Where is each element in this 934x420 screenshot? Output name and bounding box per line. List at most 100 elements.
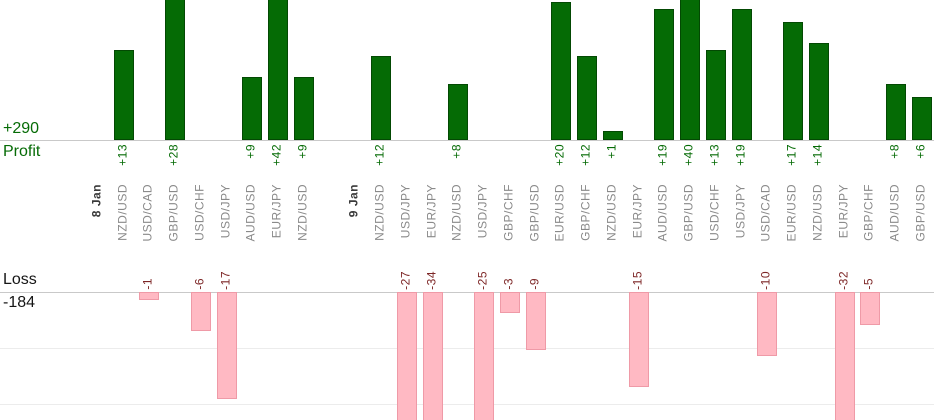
trade-column: AUD/USD +8 — [882, 0, 908, 420]
loss-bar[interactable] — [860, 292, 881, 325]
profit-bar[interactable] — [113, 50, 134, 140]
loss-bar[interactable] — [834, 292, 855, 420]
symbol-label: EUR/JPY — [424, 184, 439, 239]
trade-column: NZD/USD +13 — [110, 0, 136, 420]
loss-bar[interactable] — [190, 292, 211, 331]
loss-value-label: -32 — [836, 271, 851, 290]
trade-column: USD/JPY -27 — [393, 0, 419, 420]
profit-bar[interactable] — [654, 9, 675, 140]
trade-column: AUD/USD +19 — [651, 0, 677, 420]
profit-bar[interactable] — [680, 0, 701, 140]
trade-column: USD/CHF -6 — [187, 0, 213, 420]
trade-column: EUR/JPY -34 — [419, 0, 445, 420]
gridline — [0, 404, 934, 405]
profit-total: +290 — [3, 120, 40, 137]
trade-column: AUD/USD +9 — [239, 0, 265, 420]
loss-value-label: -34 — [424, 271, 439, 290]
profit-bar[interactable] — [293, 77, 314, 140]
trade-column: EUR/JPY -15 — [625, 0, 651, 420]
profit-value-label: +19 — [733, 144, 748, 166]
trade-column: GBP/CHF +12 — [573, 0, 599, 420]
profit-bar[interactable] — [448, 84, 469, 140]
profit-bar[interactable] — [371, 56, 392, 140]
trade-column: GBP/CHF -3 — [496, 0, 522, 420]
loss-value-label: -5 — [861, 278, 876, 290]
symbol-label: GBP/USD — [913, 184, 928, 242]
loss-value-label: -9 — [527, 278, 542, 290]
profit-value-label: +8 — [887, 144, 902, 159]
loss-bar[interactable] — [396, 292, 417, 420]
profit-value-label: +20 — [552, 144, 567, 166]
symbol-label: NZD/USD — [604, 184, 619, 241]
profit-bar[interactable] — [783, 22, 804, 140]
loss-value-label: -15 — [630, 271, 645, 290]
trade-column: USD/CAD -10 — [754, 0, 780, 420]
symbol-label: USD/CHF — [707, 184, 722, 241]
profit-bar[interactable] — [165, 0, 186, 140]
loss-value-label: -17 — [218, 271, 233, 290]
gridline — [0, 348, 934, 349]
loss-bar[interactable] — [422, 292, 443, 420]
trade-column: NZD/USD +12 — [367, 0, 393, 420]
loss-bar[interactable] — [139, 292, 160, 300]
symbol-label: GBP/USD — [681, 184, 696, 242]
profit-value-label: +1 — [604, 144, 619, 159]
profit-bar[interactable] — [577, 56, 598, 140]
symbol-label: NZD/USD — [449, 184, 464, 241]
date-column: 9 Jan — [342, 0, 368, 420]
symbol-label: GBP/CHF — [501, 184, 516, 241]
profit-value-label: +14 — [810, 144, 825, 166]
profit-bar[interactable] — [551, 2, 572, 140]
symbol-label: EUR/JPY — [269, 184, 284, 239]
profit-value-label: +19 — [655, 144, 670, 166]
profit-bar[interactable] — [268, 0, 289, 140]
symbol-label: EUR/JPY — [630, 184, 645, 239]
profit-bar[interactable] — [886, 84, 907, 140]
symbol-label: USD/CHF — [192, 184, 207, 241]
trade-column: GBP/CHF -5 — [857, 0, 883, 420]
loss-bar[interactable] — [525, 292, 546, 350]
loss-bar[interactable] — [474, 292, 495, 420]
symbol-label: NZD/USD — [372, 184, 387, 241]
trade-column: USD/CHF +13 — [702, 0, 728, 420]
profit-value-label: +8 — [449, 144, 464, 159]
symbol-label: USD/JPY — [475, 184, 490, 239]
loss-value-label: -27 — [398, 271, 413, 290]
profit-bar[interactable] — [911, 97, 932, 140]
profit-bar[interactable] — [731, 9, 752, 140]
profit-value-label: +28 — [166, 144, 181, 166]
loss-bar[interactable] — [216, 292, 237, 399]
trade-column: USD/JPY +19 — [728, 0, 754, 420]
date-label: 9 Jan — [346, 184, 361, 218]
symbol-label: AUD/USD — [243, 184, 258, 242]
loss-bar[interactable] — [757, 292, 778, 356]
loss-value-label: -1 — [140, 278, 155, 290]
profit-bar[interactable] — [808, 43, 829, 140]
profit-value-label: +9 — [243, 144, 258, 159]
loss-bar[interactable] — [628, 292, 649, 387]
symbol-label: GBP/USD — [527, 184, 542, 242]
loss-value-label: -6 — [192, 278, 207, 290]
loss-baseline — [0, 292, 934, 293]
symbol-label: AUD/USD — [887, 184, 902, 242]
trade-column: GBP/USD +6 — [908, 0, 934, 420]
date-column: 8 Jan — [84, 0, 110, 420]
profit-value-label: +42 — [269, 144, 284, 166]
loss-bar[interactable] — [499, 292, 520, 313]
profit-axis-label: Profit — [3, 143, 41, 160]
profit-bar[interactable] — [705, 50, 726, 140]
profit-value-label: +9 — [295, 144, 310, 159]
trade-column: GBP/USD +28 — [161, 0, 187, 420]
profit-bar[interactable] — [602, 131, 623, 140]
profit-bar[interactable] — [242, 77, 263, 140]
profit-value-label: +17 — [784, 144, 799, 166]
trade-column: NZD/USD +14 — [805, 0, 831, 420]
loss-value-label: -25 — [475, 271, 490, 290]
trade-column: GBP/USD -9 — [522, 0, 548, 420]
profit-value-label: +6 — [913, 144, 928, 159]
symbol-label: NZD/USD — [810, 184, 825, 241]
symbol-label: USD/JPY — [218, 184, 233, 239]
profit-value-label: +12 — [372, 144, 387, 166]
date-label: 8 Jan — [89, 184, 104, 218]
